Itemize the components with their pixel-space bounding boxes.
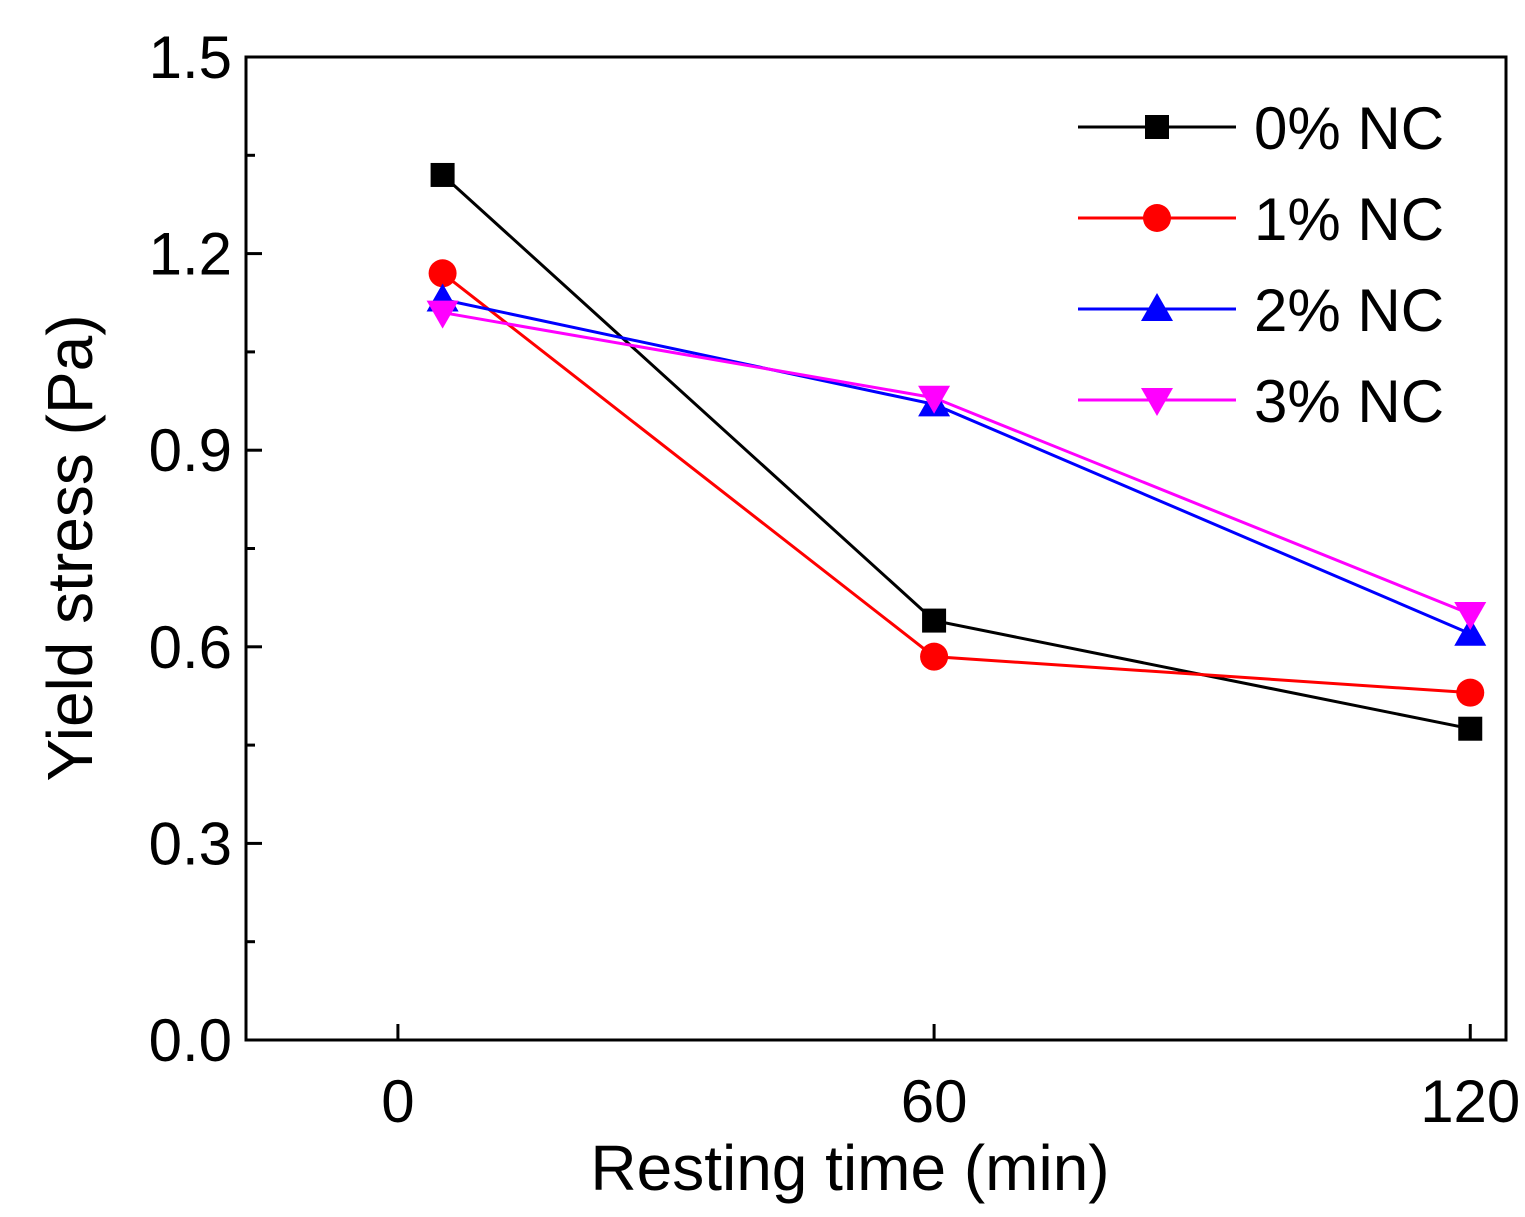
legend-marker (1143, 204, 1171, 232)
x-tick-label: 60 (901, 1068, 968, 1135)
x-axis-title: Resting time (min) (590, 1132, 1109, 1204)
series-lines (441, 173, 1471, 731)
legend-label: 1% NC (1254, 186, 1444, 253)
data-point (428, 259, 457, 288)
y-tick-label: 1.2 (149, 221, 232, 288)
legend-marker (1141, 388, 1173, 416)
data-point (426, 300, 459, 329)
data-point (1454, 602, 1487, 631)
legend-label: 2% NC (1254, 277, 1444, 344)
data-point (918, 385, 951, 414)
axis-ticks: 0.0 0.3 0.6 0.9 1.2 1.5 0 60 120 (149, 24, 1521, 1135)
y-tick-label: 0.3 (149, 810, 232, 877)
series-line-0 (441, 173, 1471, 731)
legend: 0% NC 1% NC 2% NC 3% NC (1078, 95, 1444, 435)
data-point (1458, 716, 1483, 741)
x-tick-label: 120 (1420, 1068, 1520, 1135)
y-tick-label: 0.6 (149, 614, 232, 681)
y-axis-title: Yield stress (Pa) (34, 314, 106, 781)
y-tick-label: 0.9 (149, 417, 232, 484)
legend-label: 0% NC (1254, 95, 1444, 162)
series-markers (426, 162, 1487, 741)
data-point (922, 608, 947, 633)
data-point (1454, 617, 1487, 646)
data-point (920, 642, 949, 671)
legend-marker (1141, 293, 1173, 321)
y-tick-label: 0.0 (149, 1007, 232, 1074)
data-point (1456, 678, 1485, 707)
legend-label: 3% NC (1254, 368, 1444, 435)
legend-marker (1145, 115, 1169, 139)
series-line-2 (442, 298, 1471, 636)
data-point (430, 162, 455, 187)
y-tick-label: 1.5 (149, 24, 232, 91)
x-tick-label: 0 (381, 1068, 414, 1135)
